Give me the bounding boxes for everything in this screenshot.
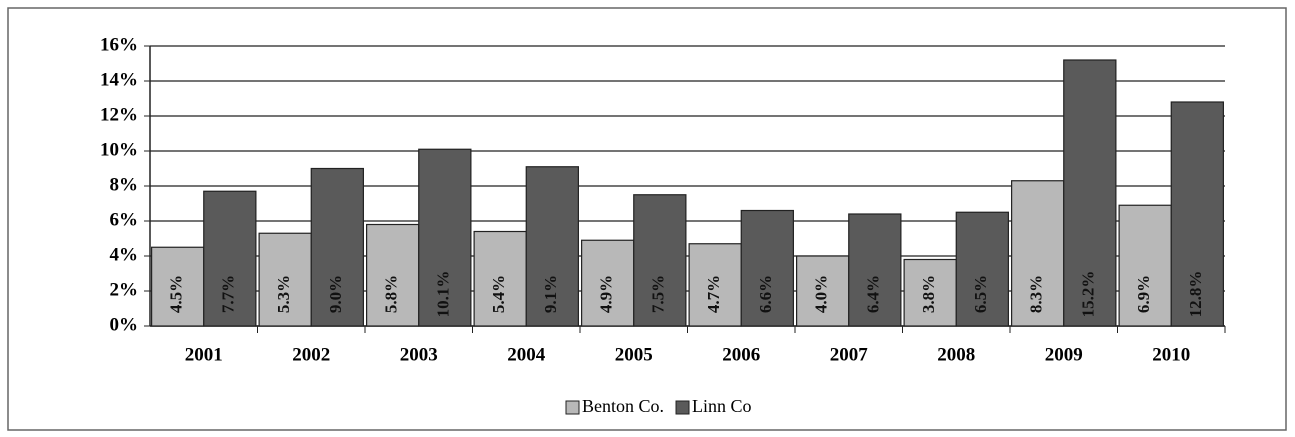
value-label: 4.0% (812, 275, 831, 313)
bar (525, 166, 579, 327)
value-label: 5.3% (274, 275, 293, 313)
x-tick-label: 2002 (292, 344, 330, 365)
value-label: 4.5% (167, 275, 186, 313)
y-tick-label: 14% (100, 69, 138, 90)
bar (740, 209, 794, 327)
y-tick-label: 8% (110, 174, 139, 195)
value-label: 6.5% (971, 275, 990, 313)
y-tick-label: 2% (110, 279, 139, 300)
x-tick-label: 2005 (615, 344, 653, 365)
value-label: 4.7% (704, 275, 723, 313)
x-tick-label: 2004 (507, 344, 546, 365)
legend-swatch (675, 400, 690, 415)
bar (258, 232, 312, 327)
y-tick-label: 16% (100, 34, 138, 55)
bar (418, 148, 472, 327)
value-label: 6.6% (756, 275, 775, 313)
value-label: 7.7% (219, 275, 238, 313)
bar (633, 194, 687, 327)
value-label: 6.9% (1134, 275, 1153, 313)
x-tick-label: 2003 (400, 344, 438, 365)
value-label: 15.2% (1079, 271, 1098, 318)
legend-swatch (565, 400, 580, 415)
chart-frame (7, 7, 1287, 431)
value-label: 9.0% (326, 275, 345, 313)
x-tick-label: 2001 (185, 344, 223, 365)
y-tick-label: 0% (110, 314, 139, 335)
bar (151, 246, 205, 327)
y-tick-label: 6% (110, 209, 139, 230)
y-tick-label: 10% (100, 139, 138, 160)
value-label: 7.5% (649, 275, 668, 313)
bar (366, 223, 420, 327)
bar (796, 255, 850, 327)
legend-label: Benton Co. (582, 396, 664, 416)
y-tick-label: 4% (110, 244, 139, 265)
value-label: 5.8% (382, 275, 401, 313)
x-tick-label: 2009 (1045, 344, 1083, 365)
bar (473, 230, 527, 327)
bar (955, 211, 1009, 327)
bar (581, 239, 635, 327)
bar (688, 243, 742, 327)
x-tick-label: 2006 (722, 344, 760, 365)
value-label: 9.1% (541, 275, 560, 313)
value-label: 12.8% (1186, 271, 1205, 318)
legend-label: Linn Co (692, 396, 752, 416)
bar (1063, 59, 1117, 327)
value-label: 5.4% (489, 275, 508, 313)
value-label: 10.1% (434, 271, 453, 318)
value-label: 6.4% (864, 275, 883, 313)
value-label: 3.8% (919, 275, 938, 313)
bar (203, 190, 257, 327)
value-label: 8.3% (1027, 275, 1046, 313)
x-tick-label: 2007 (830, 344, 869, 365)
x-tick-label: 2008 (937, 344, 975, 365)
bar (848, 213, 902, 327)
bar (310, 167, 364, 327)
y-tick-label: 12% (100, 104, 138, 125)
bar (1118, 204, 1172, 327)
bar (1170, 101, 1224, 327)
value-label: 4.9% (597, 275, 616, 313)
x-tick-label: 2010 (1152, 344, 1190, 365)
